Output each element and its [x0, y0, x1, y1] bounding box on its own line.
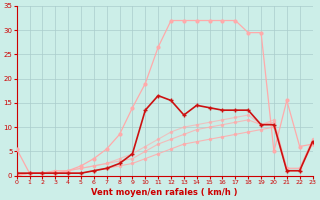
X-axis label: Vent moyen/en rafales ( km/h ): Vent moyen/en rafales ( km/h )	[91, 188, 238, 197]
